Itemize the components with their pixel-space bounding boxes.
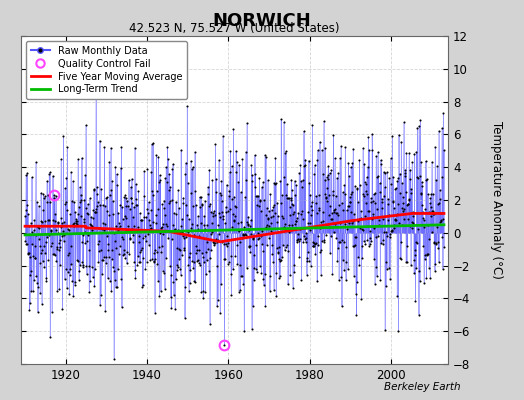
Legend: Raw Monthly Data, Quality Control Fail, Five Year Moving Average, Long-Term Tren: Raw Monthly Data, Quality Control Fail, …	[26, 41, 187, 99]
Title: 42.523 N, 75.527 W (United States): 42.523 N, 75.527 W (United States)	[129, 22, 340, 35]
Text: NORWICH: NORWICH	[213, 12, 311, 30]
Y-axis label: Temperature Anomaly (°C): Temperature Anomaly (°C)	[490, 121, 503, 279]
Text: Berkeley Earth: Berkeley Earth	[385, 382, 461, 392]
